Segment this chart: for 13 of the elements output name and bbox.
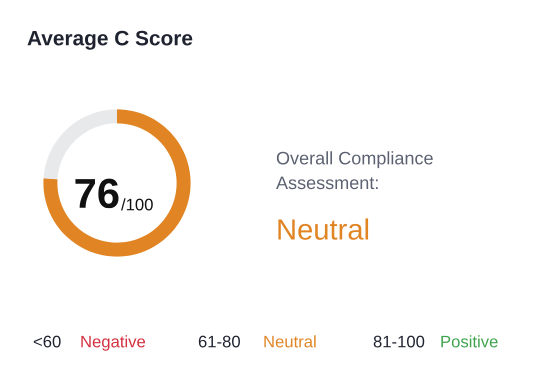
text: Overall Compliance Assessment: [276, 151, 433, 190]
text: Neutral [264, 335, 316, 348]
donut-slice [44, 109, 117, 180]
text: <60 [34, 336, 61, 348]
text: 76 [75, 178, 118, 208]
donut-slice [43, 109, 191, 257]
text: Positive [441, 335, 498, 348]
text: Negative [81, 335, 146, 351]
text: /100 [121, 198, 153, 210]
text: 61-80 [198, 336, 240, 348]
text: 81-100 [374, 336, 424, 348]
chart-title: Average C Score [28, 30, 192, 50]
text: Neutral [278, 218, 368, 240]
